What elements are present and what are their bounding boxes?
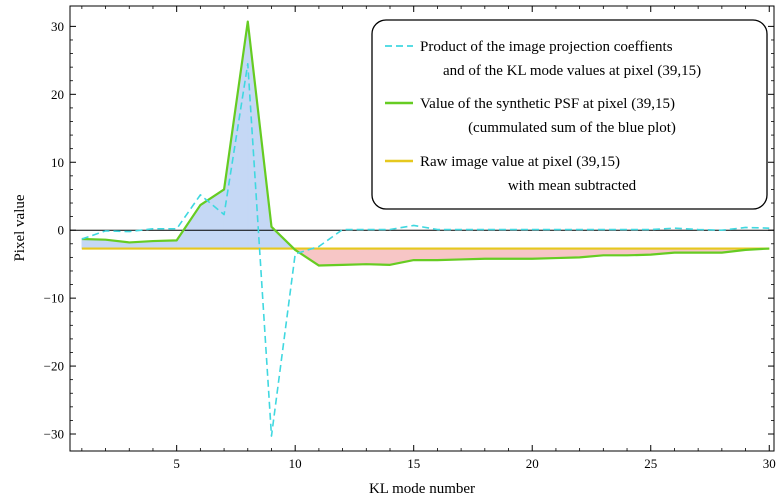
legend-label: Product of the image projection coeffien…: [420, 39, 673, 55]
x-tick-label: 30: [763, 456, 776, 471]
y-tick-label: −10: [44, 291, 64, 306]
x-tick-label: 5: [173, 456, 180, 471]
fill-area-below: [484, 248, 509, 260]
fill-area-below: [508, 248, 533, 260]
legend-label: with mean subtracted: [508, 178, 637, 194]
x-axis-title: KL mode number: [369, 481, 475, 497]
fill-area-below: [365, 248, 391, 266]
y-tick-label: 0: [58, 223, 65, 238]
legend-label: Raw image value at pixel (39,15): [420, 154, 620, 170]
legend-entry-raw-image: Raw image value at pixel (39,15) with mea…: [385, 154, 637, 194]
legend-box: [371, 19, 768, 210]
fill-area-below: [318, 248, 343, 266]
y-axis-title: Pixel value: [12, 194, 28, 261]
fill-area-below: [437, 248, 462, 261]
x-tick-label: 25: [644, 456, 657, 471]
plot-frame: [69, 5, 775, 452]
fill-area-below: [342, 248, 367, 266]
x-tick-label: 10: [289, 456, 302, 471]
product-series-line: [81, 62, 770, 437]
fill-area-below: [413, 248, 438, 261]
legend-label: and of the KL mode values at pixel (39,1…: [443, 63, 701, 79]
y-tick-label: 20: [51, 87, 64, 102]
legend-label: (cummulated sum of the blue plot): [468, 120, 676, 136]
y-tick-label: 30: [51, 19, 64, 34]
synthetic-psf-series-line: [81, 20, 770, 267]
y-tick-label: 10: [51, 155, 64, 170]
series-group: [81, 20, 770, 437]
y-tick-label: −30: [44, 427, 64, 442]
legend-entry-product: Product of the image projection coeffien…: [385, 39, 701, 79]
x-tick-label: 15: [407, 456, 420, 471]
legend-entry-synthetic-psf: Value of the synthetic PSF at pixel (39,…: [385, 96, 676, 136]
axis-ticks-group: 5 10 15 20 25 30 −30 −20 −10 0 10 20 30: [44, 6, 776, 471]
x-tick-label: 20: [526, 456, 539, 471]
y-tick-label: −20: [44, 359, 64, 374]
legend-label: Value of the synthetic PSF at pixel (39,…: [420, 96, 675, 112]
legend: Product of the image projection coeffien…: [371, 19, 768, 210]
